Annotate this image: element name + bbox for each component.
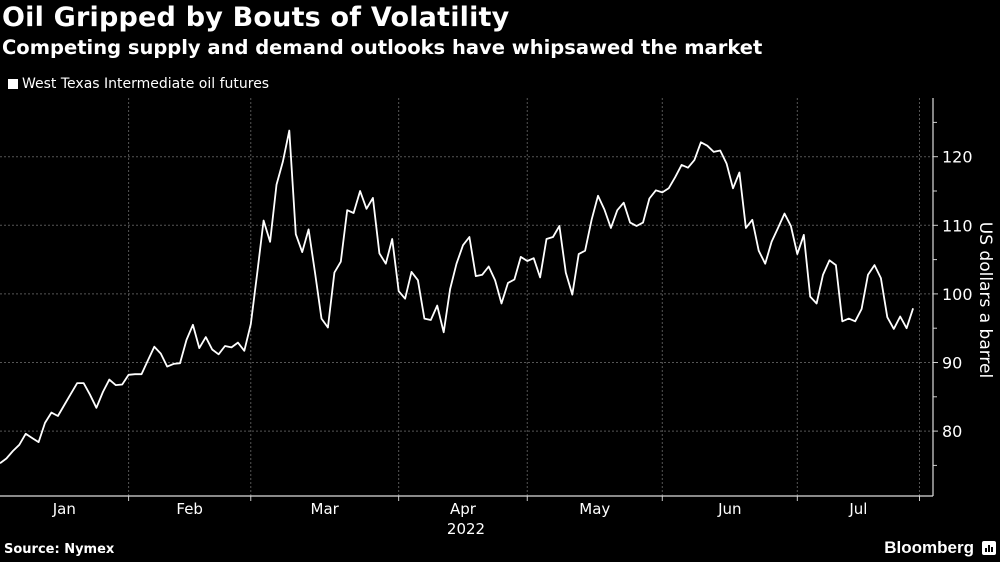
- bloomberg-chart-icon: [982, 541, 996, 555]
- chart-subtitle: Competing supply and demand outlooks hav…: [2, 36, 763, 59]
- y-tick-label: 90: [942, 354, 962, 373]
- source-note: Source: Nymex: [4, 542, 115, 557]
- axes: 80 90 100 110 120 Jan Feb Mar Apr May Jun Jul: [0, 98, 973, 518]
- series-line-wti: [0, 129, 914, 465]
- series: [0, 129, 914, 465]
- legend-swatch: [8, 79, 18, 89]
- x-tick-label: Feb: [176, 500, 203, 518]
- x-tick-label: Jan: [52, 500, 76, 518]
- y-tick-label: 80: [942, 422, 962, 441]
- legend: West Texas Intermediate oil futures: [8, 76, 269, 92]
- y-axis-title: US dollars a barrel: [975, 222, 995, 378]
- chart-title: Oil Gripped by Bouts of Volatility: [2, 2, 510, 33]
- x-tick-label: Jul: [848, 500, 867, 518]
- x-axis-year-label: 2022: [447, 520, 485, 538]
- x-tick-label: Mar: [311, 500, 340, 518]
- y-tick-label: 110: [942, 216, 973, 235]
- y-tick-label: 120: [942, 148, 973, 167]
- y-tick-label: 100: [942, 285, 973, 304]
- gridlines: [0, 98, 933, 496]
- legend-label: West Texas Intermediate oil futures: [22, 76, 270, 92]
- x-tick-label: May: [579, 500, 610, 518]
- x-tick-label: Apr: [450, 500, 477, 518]
- x-tick-label: Jun: [717, 500, 741, 518]
- bloomberg-logo: Bloomberg: [884, 538, 974, 557]
